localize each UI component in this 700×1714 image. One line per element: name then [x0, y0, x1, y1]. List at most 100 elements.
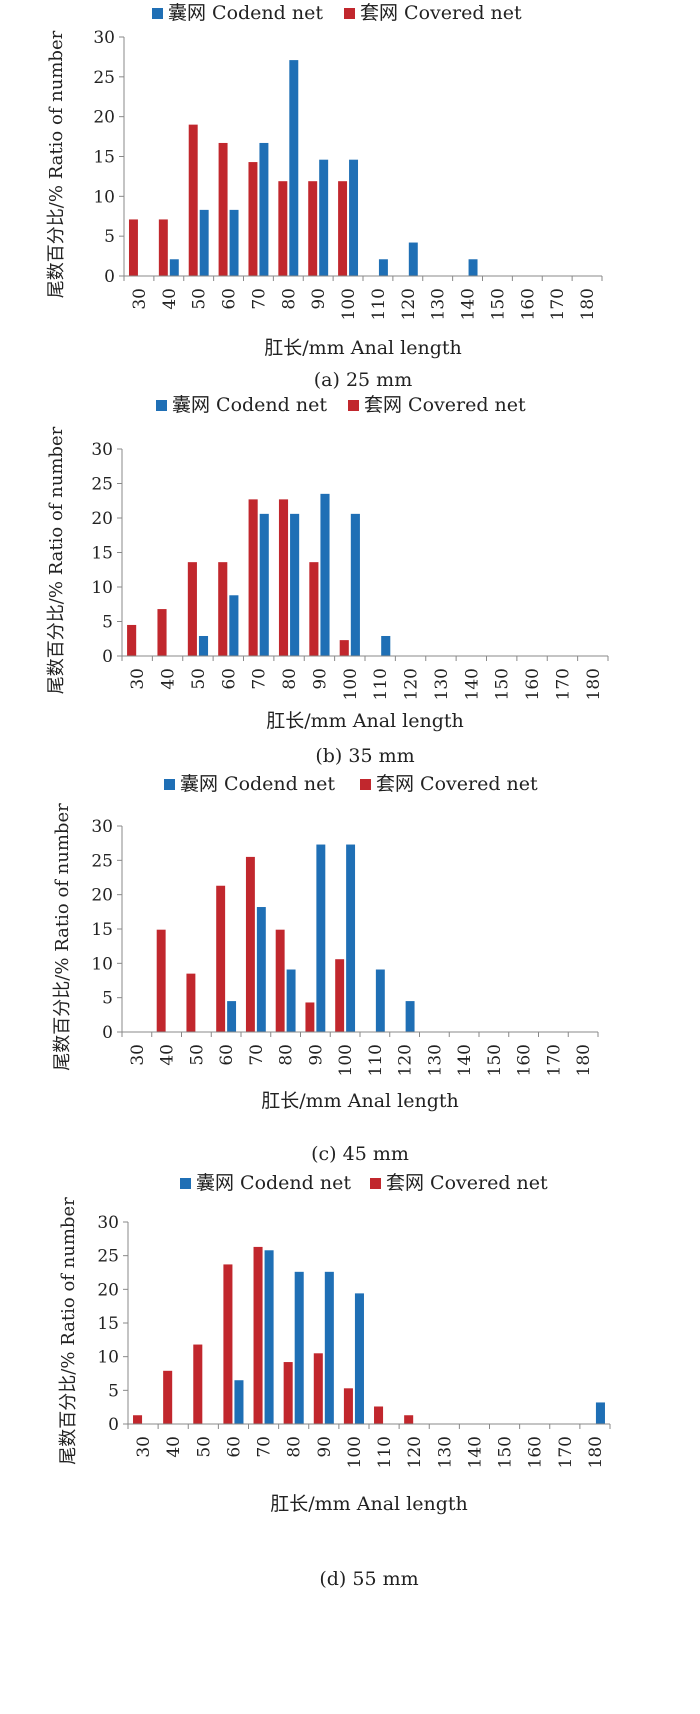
y-tick-label: 30	[91, 440, 113, 460]
bar-covered-30	[133, 1415, 143, 1424]
y-tick-label: 20	[91, 886, 113, 906]
bar-codend-140	[468, 259, 478, 276]
bar-codend-90	[320, 493, 330, 656]
y-axis-label: 尾数百分比/% Ratio of number	[46, 30, 67, 298]
chart-panel-b: 囊网 Codend net 套网 Covered net 尾数百分比/% Rat…	[46, 394, 609, 767]
y-tick-label: 0	[108, 1415, 119, 1435]
legend-swatch-codend	[180, 1178, 191, 1189]
chart-panel-c: 囊网 Codend net 套网 Covered net 尾数百分比/% Rat…	[52, 773, 599, 1165]
bar-codend-80	[290, 513, 300, 656]
legend-label-covered: 套网 Covered net	[364, 394, 526, 416]
bar-covered-50	[188, 124, 198, 276]
x-tick-label: 140	[459, 288, 479, 320]
x-tick-label: 160	[523, 668, 543, 700]
bar-codend-100	[350, 513, 360, 656]
bar-covered-70	[253, 1246, 263, 1424]
y-tick-label: 15	[91, 544, 113, 564]
x-tick-label: 120	[399, 288, 419, 320]
x-tick-label: 80	[285, 1436, 305, 1458]
x-tick-label: 40	[159, 668, 179, 690]
bar-covered-100	[343, 1388, 353, 1424]
bar-covered-90	[305, 1002, 315, 1032]
y-tick-label: 5	[102, 989, 113, 1009]
x-tick-label: 170	[556, 1436, 576, 1468]
legend: 囊网 Codend net 套网 Covered net	[164, 773, 538, 795]
bar-covered-100	[335, 959, 345, 1032]
y-tick-label: 5	[108, 1381, 119, 1401]
x-tick-label: 90	[310, 668, 330, 690]
bar-covered-120	[404, 1415, 414, 1424]
legend: 囊网 Codend net 套网 Covered net	[152, 2, 522, 24]
bar-codend-110	[381, 635, 391, 656]
legend-label-codend: 囊网 Codend net	[180, 773, 335, 795]
y-tick-label: 20	[91, 509, 113, 529]
y-tick-label: 25	[91, 851, 113, 871]
x-tick-label: 140	[455, 1044, 475, 1076]
x-tick-label: 160	[526, 1436, 546, 1468]
bar-codend-90	[324, 1271, 334, 1424]
x-tick-label: 50	[194, 1436, 214, 1458]
chart-panel-a: 囊网 Codend net 套网 Covered net 尾数百分比/% Rat…	[46, 2, 603, 391]
bar-codend-80	[294, 1271, 304, 1424]
y-axis-label: 尾数百分比/% Ratio of number	[58, 1197, 79, 1465]
legend-label-covered: 套网 Covered net	[360, 2, 522, 24]
panel-caption: (d) 55 mm	[319, 1568, 418, 1590]
x-axis-label: 肛长/mm Anal length	[264, 337, 461, 359]
bar-covered-90	[308, 181, 318, 276]
bar-covered-70	[248, 499, 258, 656]
legend-swatch-covered	[370, 1178, 381, 1189]
bar-covered-40	[156, 929, 166, 1032]
y-axis-label: 尾数百分比/% Ratio of number	[46, 426, 67, 694]
y-tick-label: 0	[102, 647, 113, 667]
x-tick-label: 180	[578, 288, 598, 320]
x-tick-label: 70	[247, 1044, 267, 1066]
x-axis-label: 肛长/mm Anal length	[261, 1090, 458, 1112]
x-tick-label: 70	[249, 288, 269, 310]
bar-codend-60	[227, 1001, 237, 1032]
bar-covered-100	[338, 181, 348, 276]
y-tick-label: 15	[93, 148, 115, 168]
legend-swatch-codend	[156, 400, 167, 411]
x-tick-label: 100	[339, 288, 359, 320]
bar-covered-90	[309, 562, 319, 656]
y-tick-label: 0	[104, 267, 115, 287]
x-tick-label: 170	[553, 668, 573, 700]
y-tick-label: 20	[97, 1280, 119, 1300]
bar-codend-50	[199, 209, 209, 276]
y-tick-label: 10	[93, 187, 115, 207]
x-tick-label: 80	[280, 668, 300, 690]
x-tick-label: 90	[309, 288, 329, 310]
x-tick-label: 160	[515, 1044, 535, 1076]
x-tick-label: 130	[429, 288, 449, 320]
x-tick-label: 80	[279, 288, 299, 310]
x-tick-label: 40	[164, 1436, 184, 1458]
x-tick-label: 120	[396, 1044, 416, 1076]
bar-codend-60	[234, 1380, 244, 1424]
x-tick-label: 170	[548, 288, 568, 320]
y-tick-label: 25	[91, 475, 113, 495]
x-tick-label: 100	[345, 1436, 365, 1468]
bar-codend-70	[259, 142, 269, 276]
y-tick-label: 15	[91, 920, 113, 940]
y-tick-label: 5	[104, 227, 115, 247]
bar-codend-120	[408, 242, 418, 276]
bar-codend-60	[229, 209, 239, 276]
y-tick-label: 10	[91, 954, 113, 974]
bar-codend-100	[349, 159, 359, 276]
x-tick-label: 150	[485, 1044, 505, 1076]
x-tick-label: 90	[306, 1044, 326, 1066]
legend-label-codend: 囊网 Codend net	[172, 394, 327, 416]
panel-caption: (a) 25 mm	[314, 369, 412, 391]
y-tick-label: 30	[91, 817, 113, 837]
x-tick-label: 30	[130, 288, 150, 310]
y-tick-label: 15	[97, 1314, 119, 1334]
x-tick-label: 30	[128, 668, 148, 690]
x-tick-label: 70	[250, 668, 270, 690]
bar-covered-100	[339, 640, 349, 656]
legend-swatch-covered	[344, 8, 355, 19]
bar-covered-50	[193, 1344, 203, 1424]
y-tick-label: 5	[102, 613, 113, 633]
x-tick-label: 90	[315, 1436, 335, 1458]
x-tick-label: 60	[219, 668, 239, 690]
bar-codend-110	[378, 259, 388, 276]
